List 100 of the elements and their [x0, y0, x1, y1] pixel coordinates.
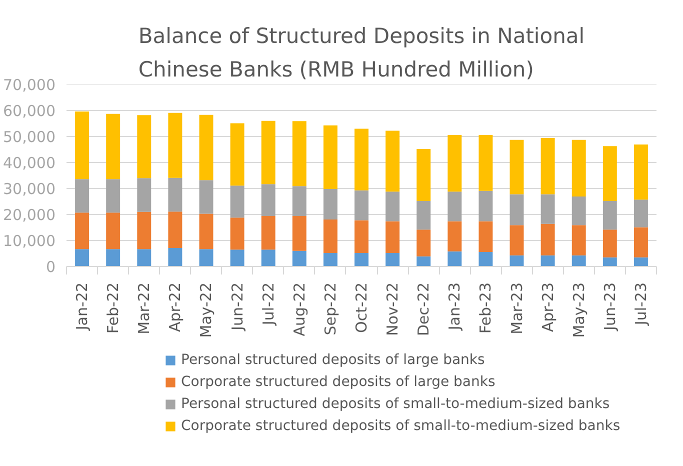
bar [448, 192, 462, 222]
bar [168, 248, 182, 266]
y-tick-label: 20,000 [3, 206, 56, 224]
bar [572, 225, 586, 256]
bar [168, 212, 182, 248]
x-tick-label: Mar-23 [508, 282, 526, 334]
bar [230, 186, 244, 218]
bar [292, 121, 306, 186]
bar [168, 178, 182, 212]
x-tick-label: Jul-23 [632, 282, 650, 326]
bar [602, 257, 617, 266]
bar [540, 194, 555, 224]
bar [292, 250, 306, 266]
bar [75, 212, 90, 250]
y-tick-label: 0 [46, 258, 56, 276]
bar [510, 225, 524, 256]
bar [448, 251, 462, 266]
bar [261, 250, 276, 266]
bar [323, 125, 338, 190]
x-tick-label: Jun-22 [228, 282, 246, 332]
x-tick-label: Feb-22 [104, 282, 122, 334]
bar [478, 221, 493, 252]
legend-label: Personal structured deposits of large banks [181, 352, 485, 368]
y-tick-label: 40,000 [3, 154, 56, 172]
x-tick-label: Nov-22 [384, 282, 402, 336]
y-tick-label: 50,000 [3, 128, 56, 146]
bar [602, 200, 617, 230]
legend-label: Corporate structured deposits of large banks [181, 374, 496, 390]
bar [199, 114, 214, 180]
x-tick-label: Oct-22 [352, 282, 370, 333]
bar [261, 120, 276, 184]
bar [416, 256, 431, 266]
bar [75, 249, 90, 266]
bar [168, 112, 182, 178]
x-tick-label: Jul-22 [259, 282, 278, 326]
bar [386, 221, 400, 253]
bar [540, 255, 555, 266]
bar [416, 148, 431, 201]
bar [137, 212, 152, 250]
bar [602, 146, 617, 201]
legend-label: Personal structured deposits of small-to-medium-sized banks [181, 396, 610, 412]
bar [448, 221, 462, 252]
bar [386, 252, 400, 266]
bar [106, 114, 120, 180]
bar [634, 257, 648, 266]
bar [572, 140, 586, 197]
bar [106, 249, 120, 266]
bar [137, 178, 152, 212]
bar [199, 249, 214, 266]
bar [386, 130, 400, 192]
x-tick-label: Apr-23 [538, 282, 557, 332]
x-tick-label: Dec-22 [414, 282, 433, 336]
x-tick-label: Feb-23 [476, 282, 495, 334]
bar [572, 255, 586, 266]
bar [510, 255, 524, 266]
x-tick-label: Jan-23 [446, 282, 464, 332]
bar [602, 230, 617, 258]
bar [323, 189, 338, 220]
bar [354, 128, 368, 190]
legend-label: Corporate structured deposits of small-to-medium-sized banks [181, 418, 620, 434]
bar [354, 220, 368, 253]
bar [137, 249, 152, 266]
x-tick-label: Aug-22 [290, 282, 308, 336]
y-tick-label: 60,000 [3, 102, 56, 120]
bar [323, 252, 338, 266]
bar [261, 184, 276, 216]
bar [448, 134, 462, 192]
x-tick-label: Apr-22 [166, 282, 184, 332]
bar [292, 216, 306, 251]
bar [292, 186, 306, 216]
y-tick-label: 30,000 [3, 180, 56, 198]
bar [572, 196, 586, 226]
x-tick-label: Mar-22 [135, 282, 154, 334]
chart-title: Balance of Structured Deposits in National Chinese Banks (RMB Hundred Million) [138, 24, 585, 82]
x-tick-label: Jan-22 [73, 282, 92, 332]
bar [199, 214, 214, 250]
bar [106, 212, 120, 250]
bar [75, 112, 90, 180]
bar [540, 224, 555, 256]
bar [230, 250, 244, 266]
bar [354, 190, 368, 220]
bar [634, 200, 648, 228]
bar [75, 179, 90, 213]
bar [416, 230, 431, 256]
bar [199, 180, 214, 214]
bar [261, 216, 276, 250]
bar [478, 190, 493, 222]
bar [386, 192, 400, 222]
x-tick-label: May-22 [197, 282, 216, 338]
bar [230, 123, 244, 186]
bar [510, 140, 524, 194]
y-tick-label: 70,000 [3, 76, 56, 94]
bar [354, 252, 368, 266]
bar [106, 179, 120, 213]
bar [137, 115, 152, 178]
bar [540, 138, 555, 194]
bar [634, 227, 648, 258]
x-tick-label: Jun-23 [600, 282, 619, 332]
bar [478, 134, 493, 191]
bar [478, 252, 493, 266]
